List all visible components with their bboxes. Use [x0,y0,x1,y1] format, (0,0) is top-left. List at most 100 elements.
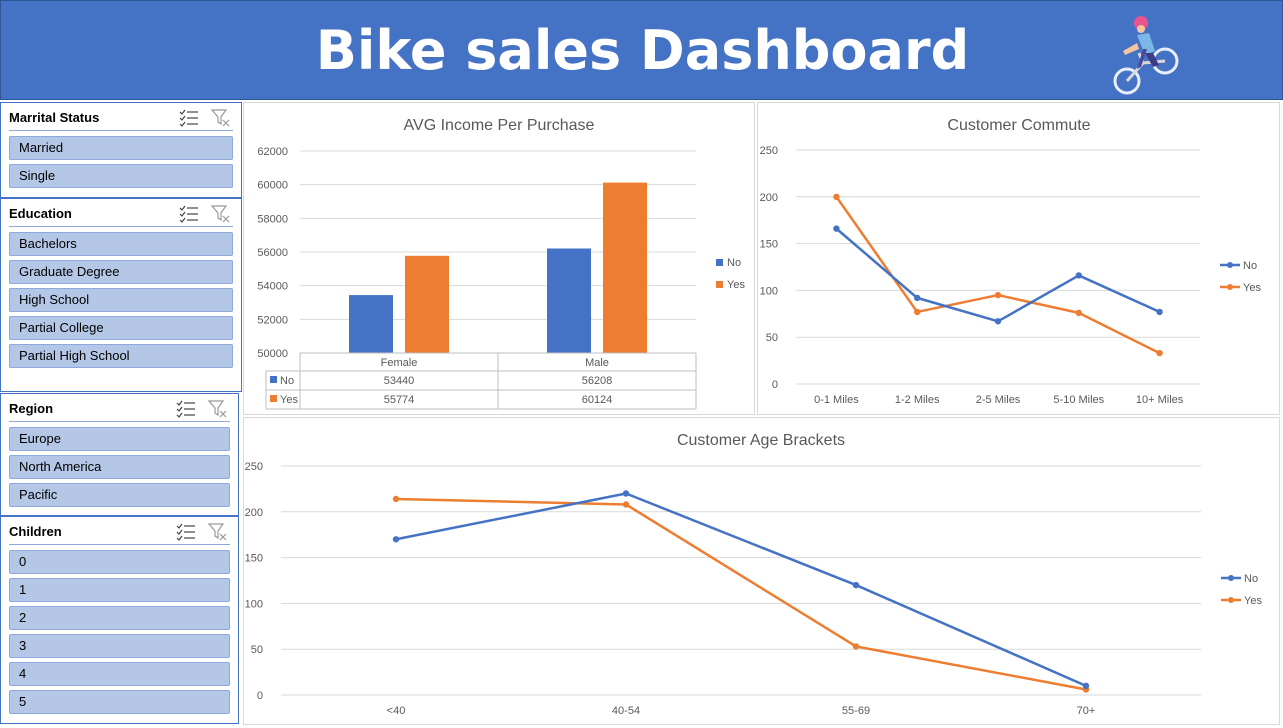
chart-title: Customer Age Brackets [677,432,845,449]
data-point-no [1082,682,1090,690]
series-line-yes [395,497,1087,691]
table-value: 53440 [384,375,415,387]
slicer-title: Children [9,524,62,539]
y-tick-label: 150 [760,239,778,251]
y-tick-label: 52000 [257,314,288,326]
y-tick-label: 0 [257,690,263,702]
slicer-item[interactable]: Partial High School [9,344,233,368]
slicer-item[interactable]: 1 [9,578,230,602]
dashboard-header: Bike sales Dashboard [0,0,1283,100]
y-tick-label: 50 [251,644,263,656]
slicer-item[interactable]: Europe [9,427,230,451]
multi-select-icon[interactable] [176,400,196,418]
multi-select-icon[interactable] [176,523,196,541]
data-point-yes [1075,309,1082,317]
slicer-title: Education [9,206,72,221]
x-category-label: Male [585,357,609,369]
table-value: 60124 [582,394,613,406]
slicer-item[interactable]: Bachelors [9,232,233,256]
slicer-item[interactable]: Pacific [9,483,230,507]
legend-label: No [1244,573,1258,585]
slicer-item[interactable]: 3 [9,634,230,658]
legend-label: Yes [1243,282,1261,294]
slicer-item[interactable]: High School [9,288,233,312]
slicer-title: Region [9,401,54,416]
slicer-item[interactable]: 0 [9,550,230,574]
slicer-icons [179,109,233,127]
legend-label: No [1243,260,1257,272]
bar-yes-female [405,255,449,353]
slicer-item[interactable]: 4 [9,662,230,686]
slicer-region: Region Europe North America Pacific [0,393,239,516]
data-point-no [914,294,921,302]
x-category-label: 55-69 [842,705,870,717]
slicer-item[interactable]: Single [9,164,233,188]
legend-marker [1227,262,1233,268]
series-line-no [835,227,1161,323]
y-tick-label: 50 [766,332,778,344]
legend-key [716,259,723,266]
data-point-yes [914,308,921,316]
y-tick-label: 200 [760,192,778,204]
clear-filter-icon[interactable] [211,109,231,127]
x-category-label: 10+ Miles [1136,394,1184,406]
cyclist-icon [1113,16,1179,95]
x-category-label: 40-54 [612,705,640,717]
table-legend-key [270,376,277,383]
table-series-name: Yes [280,394,298,406]
slicer-header: Marrital Status [9,103,233,131]
clear-filter-icon[interactable] [208,400,228,418]
legend-key [716,281,723,288]
data-point-no [852,581,860,589]
table-value: 55774 [384,394,415,406]
chart-customer-age-brackets: Customer Age Brackets 0 50 100 150 200 250 <40 4… [245,432,1263,717]
series-line-yes [835,196,1161,355]
slicer-item[interactable]: North America [9,455,230,479]
data-point-no [1075,272,1082,279]
legend-marker [1228,575,1234,581]
table-value: 56208 [582,375,613,387]
clear-filter-icon[interactable] [211,205,231,223]
data-point-yes [852,643,860,650]
y-tick-label: 56000 [257,247,288,259]
chart-avg-income-per-purchase: AVG Income Per Purchase 50000 52000 54000 56… [257,117,745,410]
slicer-header: Education [9,199,233,227]
data-point-yes [994,291,1002,299]
slicer-header: Region [9,394,230,422]
slicer-item[interactable]: 5 [9,690,230,714]
slicer-item[interactable]: Married [9,136,233,160]
x-category-label: 1-2 Miles [895,394,940,406]
dashboard-title: Bike sales Dashboard [315,19,970,82]
data-point-yes [392,495,400,503]
slicer-item[interactable]: Graduate Degree [9,260,233,284]
y-tick-label: 60000 [257,180,288,192]
slicer-title: Marrital Status [9,110,100,125]
chart-customer-age-panel: Customer Age Brackets 0 50 100 150 200 250 <40 4… [243,417,1280,725]
bar-yes-male [603,182,647,353]
slicer-icons [179,205,233,223]
data-point-no [392,536,400,543]
y-tick-label: 58000 [257,213,288,225]
bar-no-male [547,248,591,353]
x-category-label: 2-5 Miles [976,394,1021,406]
slicer-children: Children 0 1 2 3 4 5 [0,516,239,724]
table-series-name: No [280,375,294,387]
slicer-icons [176,400,230,418]
legend-label: Yes [727,279,745,291]
slicer-header: Children [9,517,230,545]
chart-customer-commute: Customer Commute 0 50 100 150 200 250 0-1 Miles… [760,117,1262,406]
x-category-label: <40 [387,705,406,717]
x-category-label: 0-1 Miles [814,394,859,406]
x-category-label: Female [381,357,418,369]
slicer-item[interactable]: 2 [9,606,230,630]
chart-customer-commute-panel: Customer Commute 0 50 100 150 200 250 0-1 Miles… [757,102,1280,415]
y-tick-label: 250 [245,461,263,473]
legend-label: Yes [1244,595,1262,607]
multi-select-icon[interactable] [179,205,199,223]
multi-select-icon[interactable] [179,109,199,127]
bar-no-female [349,295,393,353]
legend-label: No [727,257,741,269]
data-point-yes [622,501,630,508]
slicer-item[interactable]: Partial College [9,316,233,340]
clear-filter-icon[interactable] [208,523,228,541]
